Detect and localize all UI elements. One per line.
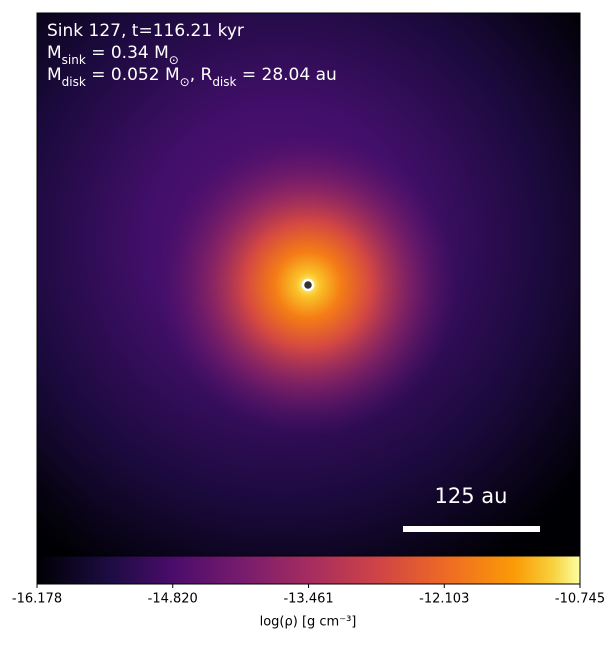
colorbar <box>36 555 581 585</box>
colorbar-label: log(ρ) [g cm⁻³] <box>260 615 357 630</box>
annotation-text: M <box>47 65 62 85</box>
annotation-subscript: ⊙ <box>169 53 179 67</box>
sink-marker <box>301 278 315 292</box>
annotation-text: = 0.052 M <box>86 65 180 85</box>
annotation-text: , R <box>190 65 213 85</box>
annotation-subscript: sink <box>62 53 86 67</box>
scale-bar-label: 125 au <box>435 484 508 508</box>
annotation-text: = 0.34 M <box>86 43 169 63</box>
density-map <box>37 13 580 556</box>
colorbar-tick-label: -13.461 <box>283 592 333 607</box>
colorbar-tick-label: -12.103 <box>419 592 469 607</box>
annotation-subscript: disk <box>212 75 236 89</box>
scale-bar <box>403 526 540 532</box>
annotation-text: = 28.04 au <box>236 65 336 85</box>
annotation-subscript: disk <box>62 75 86 89</box>
annotation: Msink = 0.34 M⊙ <box>47 43 179 67</box>
annotation-text: Sink 127, t=116.21 kyr <box>47 21 244 41</box>
annotation-text: M <box>47 43 62 63</box>
annotation-subscript: ⊙ <box>180 75 190 89</box>
annotation: Sink 127, t=116.21 kyr <box>47 21 244 41</box>
annotation: Mdisk = 0.052 M⊙, Rdisk = 28.04 au <box>47 65 337 89</box>
colorbar-tick-label: -14.820 <box>148 592 198 607</box>
colorbar-tick-label: -16.178 <box>12 592 62 607</box>
colorbar-tick-label: -10.745 <box>555 592 605 607</box>
